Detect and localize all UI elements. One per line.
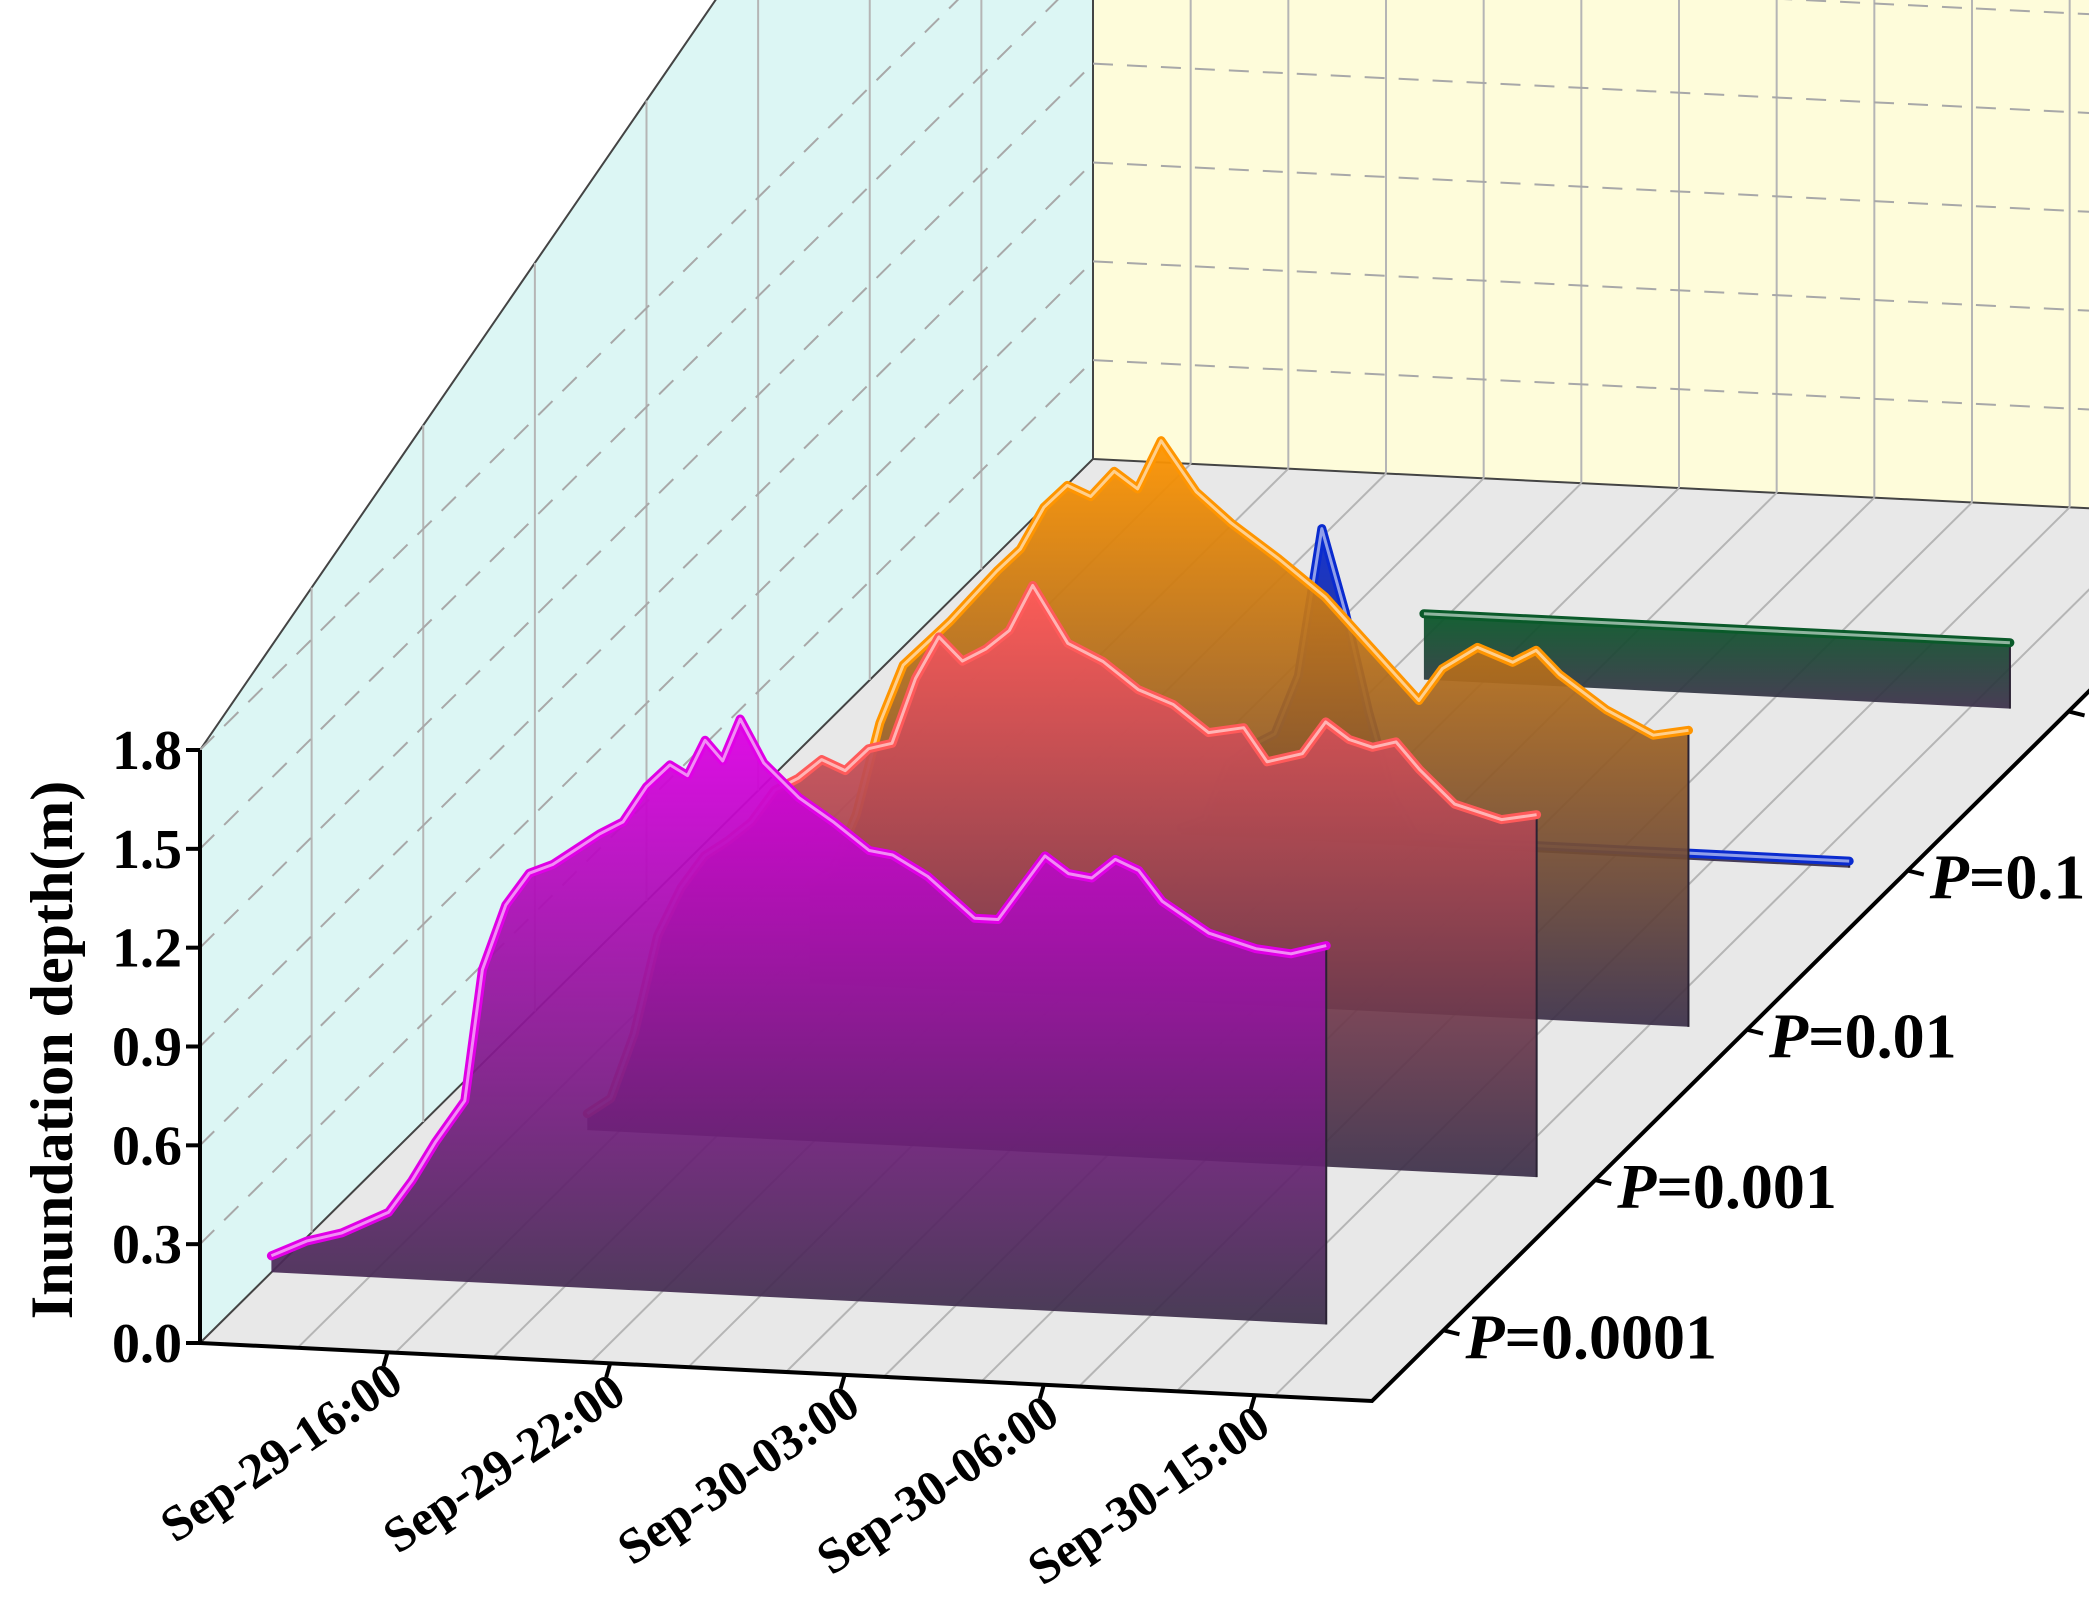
- x-tick: [381, 1351, 390, 1367]
- series-layer: [266, 436, 2015, 1325]
- left-grid-hline: [199, 260, 1094, 1147]
- series-line-highlight: [808, 439, 1689, 886]
- series-label: P=0.1: [1929, 842, 2086, 913]
- y-tick-label: 1.5: [112, 819, 182, 881]
- left-grid-hline: [199, 62, 1094, 949]
- x-tick: [838, 1374, 847, 1390]
- x-tick: [1037, 1384, 1046, 1400]
- floor-grid-line: [1273, 588, 2089, 1397]
- depth-tick: [1442, 1328, 1460, 1337]
- series-line-highlight: [1423, 612, 2010, 645]
- y-axis-title: Inundation depth(m): [19, 781, 85, 1320]
- x-tick-label: Sep-29-22:00: [373, 1362, 635, 1564]
- depth-tick: [1594, 1178, 1612, 1186]
- depth-tick: [1746, 1027, 1764, 1036]
- series-label: P=0.01: [1768, 1001, 1957, 1072]
- x-tick: [604, 1362, 613, 1378]
- y-tick-label: 1.8: [112, 720, 182, 782]
- series-label: P=0.001: [1616, 1151, 1837, 1222]
- left-grid-hline: [199, 161, 1094, 1048]
- x-tick-label: Sep-29-16:00: [150, 1351, 412, 1553]
- back-grid-hline: [1092, 260, 2089, 312]
- back-grid-hline: [1092, 161, 2089, 213]
- back-grid-hline: [1092, 359, 2089, 411]
- y-tick-label: 0.6: [112, 1115, 182, 1177]
- series-0-0001: [266, 714, 1331, 1325]
- y-tick-label: 0.9: [112, 1017, 182, 1079]
- depth-tick: [1907, 868, 1925, 877]
- y-tick-label: 0.3: [112, 1214, 182, 1276]
- back-grid-hline: [1092, 62, 2089, 114]
- y-tick-label: 1.2: [112, 918, 182, 980]
- left-grid-hline: [199, 0, 960, 751]
- depth-tick: [2068, 709, 2086, 718]
- y-tick-label: 0.0: [112, 1313, 182, 1375]
- series-label: P=0.0001: [1464, 1301, 1717, 1372]
- back-wall: [1092, 0, 2089, 510]
- series-line-highlight: [270, 717, 1327, 1258]
- x-tick: [1248, 1394, 1257, 1410]
- left-grid-hline: [199, 0, 1059, 850]
